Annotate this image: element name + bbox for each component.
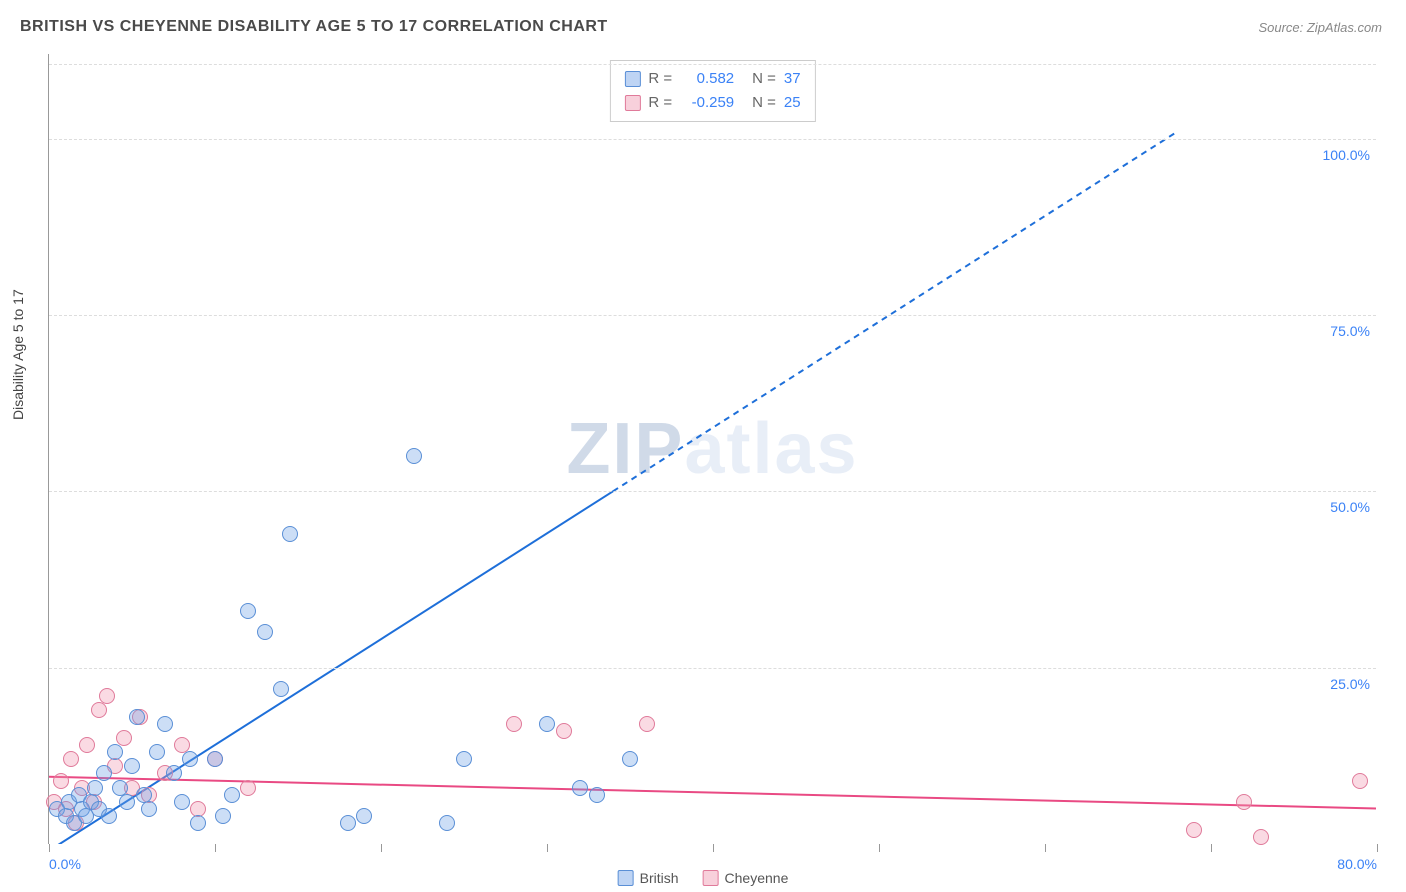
legend-label: Cheyenne	[725, 870, 789, 886]
data-point	[1186, 822, 1202, 838]
data-point	[63, 751, 79, 767]
data-point	[1253, 829, 1269, 845]
data-point	[215, 808, 231, 824]
data-point	[91, 702, 107, 718]
data-point	[556, 723, 572, 739]
data-point	[149, 744, 165, 760]
data-point	[53, 773, 69, 789]
gridline	[49, 64, 1376, 65]
gridline	[49, 491, 1376, 492]
source-attribution: Source: ZipAtlas.com	[1258, 20, 1382, 35]
x-tick	[1377, 844, 1378, 852]
data-point	[1352, 773, 1368, 789]
y-tick-label: 50.0%	[1330, 499, 1370, 515]
watermark-atlas: atlas	[684, 409, 858, 489]
data-point	[157, 716, 173, 732]
data-point	[273, 681, 289, 697]
legend-n-label: N =	[752, 67, 776, 91]
data-point	[456, 751, 472, 767]
watermark-zip: ZIP	[566, 409, 684, 489]
x-tick-label: 80.0%	[1337, 856, 1377, 872]
y-axis-label: Disability Age 5 to 17	[10, 289, 26, 420]
gridline	[49, 139, 1376, 140]
data-point	[141, 801, 157, 817]
data-point	[240, 603, 256, 619]
data-point	[282, 526, 298, 542]
data-point	[439, 815, 455, 831]
data-point	[406, 448, 422, 464]
data-point	[257, 624, 273, 640]
data-point	[639, 716, 655, 732]
correlation-legend: R = 0.582 N = 37 R = -0.259 N = 25	[609, 60, 815, 122]
x-tick	[1211, 844, 1212, 852]
data-point	[101, 808, 117, 824]
y-tick-label: 100.0%	[1323, 147, 1370, 163]
legend-r-value: 0.582	[680, 67, 734, 91]
data-point	[589, 787, 605, 803]
legend-r-value: -0.259	[680, 91, 734, 115]
chart-svg	[49, 54, 1376, 844]
data-point	[1236, 794, 1252, 810]
x-tick	[215, 844, 216, 852]
data-point	[79, 737, 95, 753]
legend-label: British	[640, 870, 679, 886]
y-tick-label: 25.0%	[1330, 676, 1370, 692]
data-point	[506, 716, 522, 732]
data-point	[96, 765, 112, 781]
legend-n-value: 25	[784, 91, 801, 115]
data-point	[572, 780, 588, 796]
x-tick	[1045, 844, 1046, 852]
data-point	[190, 815, 206, 831]
x-tick-label: 0.0%	[49, 856, 81, 872]
data-point	[87, 780, 103, 796]
y-tick-label: 75.0%	[1330, 323, 1370, 339]
data-point	[356, 808, 372, 824]
legend-r-label: R =	[648, 67, 672, 91]
gridline	[49, 668, 1376, 669]
legend-item: British	[618, 870, 679, 886]
data-point	[224, 787, 240, 803]
legend-item: Cheyenne	[703, 870, 789, 886]
gridline	[49, 315, 1376, 316]
legend-n-label: N =	[752, 91, 776, 115]
legend-row: R = -0.259 N = 25	[624, 91, 800, 115]
data-point	[539, 716, 555, 732]
legend-swatch	[624, 95, 640, 111]
data-point	[174, 794, 190, 810]
data-point	[622, 751, 638, 767]
data-point	[124, 758, 140, 774]
data-point	[240, 780, 256, 796]
watermark: ZIPatlas	[566, 408, 858, 490]
legend-swatch	[618, 870, 634, 886]
data-point	[107, 744, 123, 760]
data-point	[207, 751, 223, 767]
series-legend: British Cheyenne	[618, 870, 789, 886]
x-tick	[879, 844, 880, 852]
trend-line	[613, 132, 1177, 491]
data-point	[119, 794, 135, 810]
plot-area: ZIPatlas R = 0.582 N = 37 R = -0.259 N = 25 25.…	[48, 54, 1376, 844]
data-point	[129, 709, 145, 725]
legend-swatch	[624, 71, 640, 87]
x-tick	[547, 844, 548, 852]
x-tick	[713, 844, 714, 852]
legend-swatch	[703, 870, 719, 886]
data-point	[182, 751, 198, 767]
chart-title: BRITISH VS CHEYENNE DISABILITY AGE 5 TO …	[20, 18, 608, 36]
legend-row: R = 0.582 N = 37	[624, 67, 800, 91]
x-tick	[381, 844, 382, 852]
data-point	[166, 765, 182, 781]
data-point	[340, 815, 356, 831]
legend-n-value: 37	[784, 67, 801, 91]
legend-r-label: R =	[648, 91, 672, 115]
data-point	[99, 688, 115, 704]
x-tick	[49, 844, 50, 852]
